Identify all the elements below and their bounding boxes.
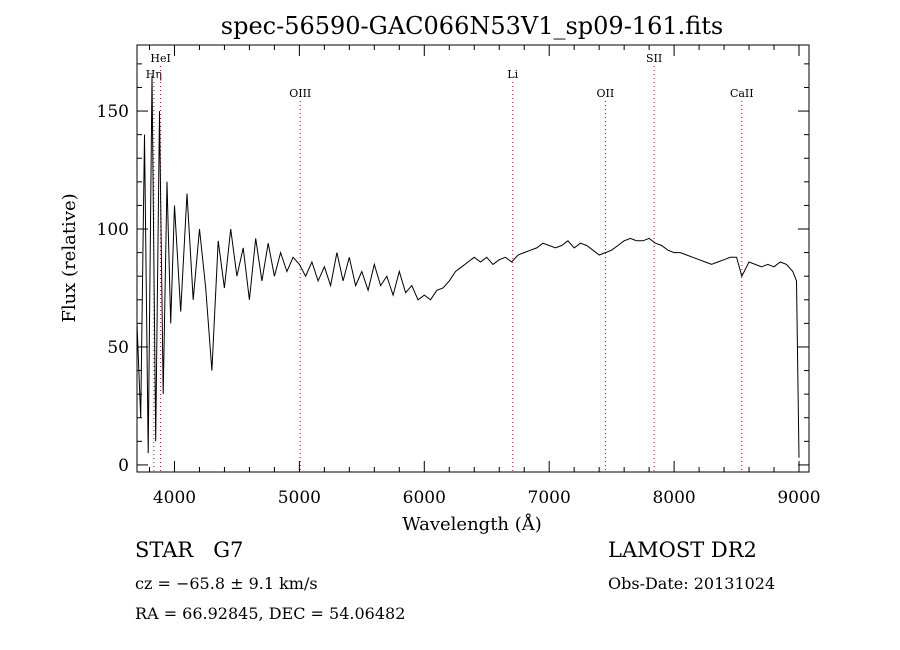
- spectrum-line: [136, 75, 800, 458]
- spectral-line-markers: Hη HeI OIII Li OII SII CaII: [146, 52, 754, 472]
- x-tick-label: 4000: [153, 488, 196, 508]
- spectral-line-label: HeI: [150, 52, 170, 65]
- redshift-velocity: cz = −65.8 ± 9.1 km/s: [135, 574, 318, 593]
- survey-name: LAMOST DR2: [608, 538, 757, 562]
- spectral-subclass: G7: [213, 538, 244, 562]
- y-tick-label: 150: [97, 102, 129, 122]
- coordinates: RA = 66.92845, DEC = 54.06482: [135, 604, 406, 623]
- spectral-line-label: CaII: [730, 87, 754, 100]
- y-tick-label: 100: [97, 220, 129, 240]
- spectrum-chart: spec-56590-GAC066N53V1_sp09-161.fits HηH…: [59, 12, 821, 535]
- x-axis-ticks: 4000 5000 6000 7000 8000 9000: [148, 45, 821, 508]
- x-tick-label: 5000: [278, 488, 321, 508]
- object-type: STAR: [135, 538, 194, 562]
- chart-title: spec-56590-GAC066N53V1_sp09-161.fits: [221, 12, 723, 40]
- y-tick-label: 0: [118, 456, 129, 476]
- x-tick-label: 8000: [652, 488, 695, 508]
- plot-frame: [136, 44, 810, 473]
- classification-line: STAR G7: [135, 538, 243, 562]
- x-axis-label: Wavelength (Å): [402, 513, 542, 535]
- spectral-line-label: OII: [597, 87, 615, 100]
- spectral-line-label: Li: [507, 68, 518, 81]
- spectral-line-label: Hη: [146, 68, 162, 81]
- x-tick-label: 9000: [777, 488, 820, 508]
- y-tick-label: 50: [107, 338, 129, 358]
- y-axis-ticks: 0 50 100 150: [97, 63, 809, 476]
- x-tick-label: 7000: [528, 488, 571, 508]
- x-tick-label: 6000: [403, 488, 446, 508]
- y-axis-label: Flux (relative): [59, 193, 80, 322]
- observation-date: Obs-Date: 20131024: [608, 574, 776, 593]
- spectral-line-label: SII: [646, 52, 662, 65]
- spectral-line-label: OIII: [289, 87, 311, 100]
